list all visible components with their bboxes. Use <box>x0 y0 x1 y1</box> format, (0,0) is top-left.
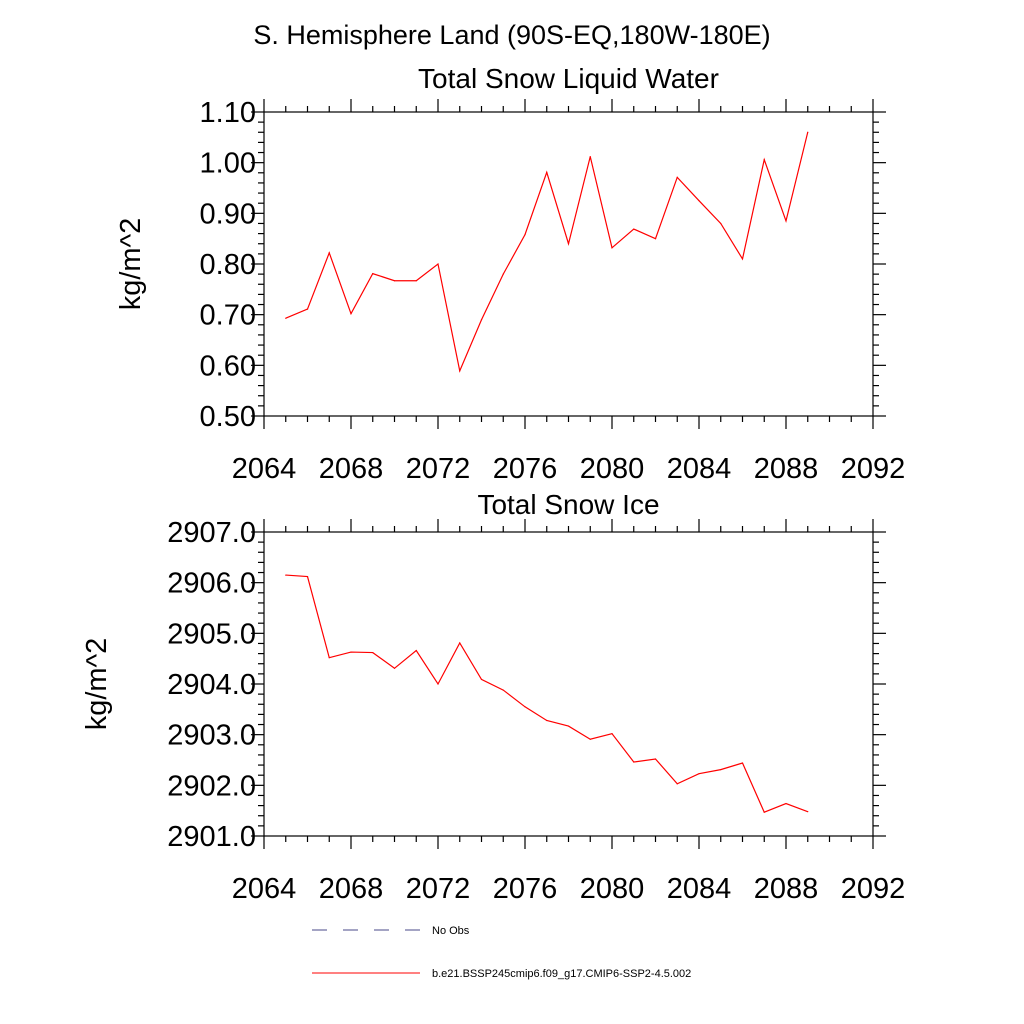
data-point <box>480 319 483 321</box>
data-point <box>415 649 417 652</box>
x-tick-label: 2080 <box>580 873 645 905</box>
legend-label: b.e21.BSSP245cmip6.f09_g17.CMIP6-SSP2-4.… <box>432 968 691 980</box>
data-point <box>306 575 309 578</box>
y-tick-label: 2907.0 <box>167 517 256 549</box>
y-tick-label: 0.50 <box>200 401 256 433</box>
y-tick-label: 0.90 <box>200 198 256 230</box>
y-tick-label: 0.60 <box>200 350 256 382</box>
data-point <box>328 657 330 659</box>
data-point <box>763 159 765 161</box>
series-line <box>285 132 809 373</box>
data-point <box>720 222 722 225</box>
data-point <box>785 802 787 805</box>
data-point <box>654 758 657 760</box>
data-point <box>611 733 613 735</box>
legend-label: No Obs <box>432 925 470 937</box>
x-tick-label: 2084 <box>667 453 732 485</box>
y-tick-label: 2904.0 <box>167 669 256 701</box>
data-point <box>698 200 700 202</box>
data-point <box>524 706 526 708</box>
data-point <box>633 228 635 230</box>
x-tick-label: 2068 <box>319 453 384 485</box>
data-point <box>676 176 678 178</box>
data-point <box>720 769 722 771</box>
chart-panel-snow-liquid-water: Total Snow Liquid Water kg/m^2 2064 2068 207… <box>115 63 905 485</box>
y-axis-label: kg/m^2 <box>115 218 147 311</box>
data-point <box>393 280 396 282</box>
y-tick-label: 1.10 <box>200 97 256 129</box>
data-point <box>611 247 613 249</box>
x-tick-label: 2084 <box>667 873 732 905</box>
chart-title: Total Snow Liquid Water <box>418 63 719 94</box>
data-point <box>350 651 352 653</box>
data-point <box>372 273 374 275</box>
data-point <box>785 220 787 222</box>
data-point <box>393 667 396 669</box>
chart-title: Total Snow Ice <box>477 489 659 520</box>
data-point <box>546 719 548 722</box>
data-point <box>437 683 439 685</box>
x-tick-label: 2080 <box>580 453 645 485</box>
data-point <box>589 738 591 740</box>
y-axis-label: kg/m^2 <box>81 638 113 731</box>
data-point <box>459 642 461 644</box>
data-point <box>480 678 483 681</box>
x-tick-label: 2072 <box>406 453 471 485</box>
data-point <box>285 574 287 576</box>
data-point <box>546 171 548 173</box>
data-point <box>807 131 809 133</box>
data-point <box>698 773 700 775</box>
data-point <box>567 243 570 245</box>
data-point <box>502 689 504 691</box>
x-tick-label: 2072 <box>406 873 471 905</box>
data-point <box>285 317 287 319</box>
data-point <box>372 651 374 654</box>
data-point <box>567 725 570 727</box>
data-point <box>306 308 309 310</box>
data-point <box>502 273 504 275</box>
plot-frame <box>263 111 874 417</box>
legend: No Obs b.e21.BSSP245cmip6.f09_g17.CMIP6-S… <box>312 925 691 980</box>
y-tick-label: 2902.0 <box>167 770 256 802</box>
plot-frame <box>263 531 874 837</box>
x-tick-label: 2064 <box>232 453 297 485</box>
data-point <box>459 370 461 372</box>
data-point <box>654 238 657 240</box>
x-tick-label: 2088 <box>754 453 819 485</box>
data-point <box>676 783 678 785</box>
y-tick-label: 2906.0 <box>167 568 256 600</box>
x-tick-label: 2064 <box>232 873 297 905</box>
data-point <box>741 258 744 260</box>
data-point <box>328 252 330 254</box>
chart-panel-snow-ice: Total Snow Ice kg/m^2 2064 2068 2072 2076 2080… <box>81 489 905 905</box>
series-line <box>285 574 808 813</box>
data-point <box>350 313 352 315</box>
y-tick-label: 2905.0 <box>167 618 256 650</box>
x-tick-label: 2076 <box>493 453 558 485</box>
y-tick-label: 2903.0 <box>167 720 256 752</box>
x-tick-label: 2068 <box>319 873 384 905</box>
data-point <box>807 811 809 813</box>
data-point <box>741 762 744 764</box>
data-point <box>633 761 635 763</box>
y-tick-label: 0.70 <box>200 300 256 332</box>
y-tick-label: 1.00 <box>200 148 256 180</box>
x-tick-label: 2092 <box>841 453 906 485</box>
y-tick-label: 2901.0 <box>167 821 256 853</box>
y-tick-label: 0.80 <box>200 249 256 281</box>
data-point <box>524 234 526 236</box>
data-point <box>589 155 591 158</box>
figure-title: S. Hemisphere Land (90S-EQ,180W-180E) <box>253 20 770 50</box>
x-tick-label: 2076 <box>493 873 558 905</box>
data-point <box>763 811 765 813</box>
x-tick-label: 2092 <box>841 873 906 905</box>
data-point <box>415 280 417 282</box>
data-point <box>437 263 439 265</box>
x-tick-label: 2088 <box>754 873 819 905</box>
